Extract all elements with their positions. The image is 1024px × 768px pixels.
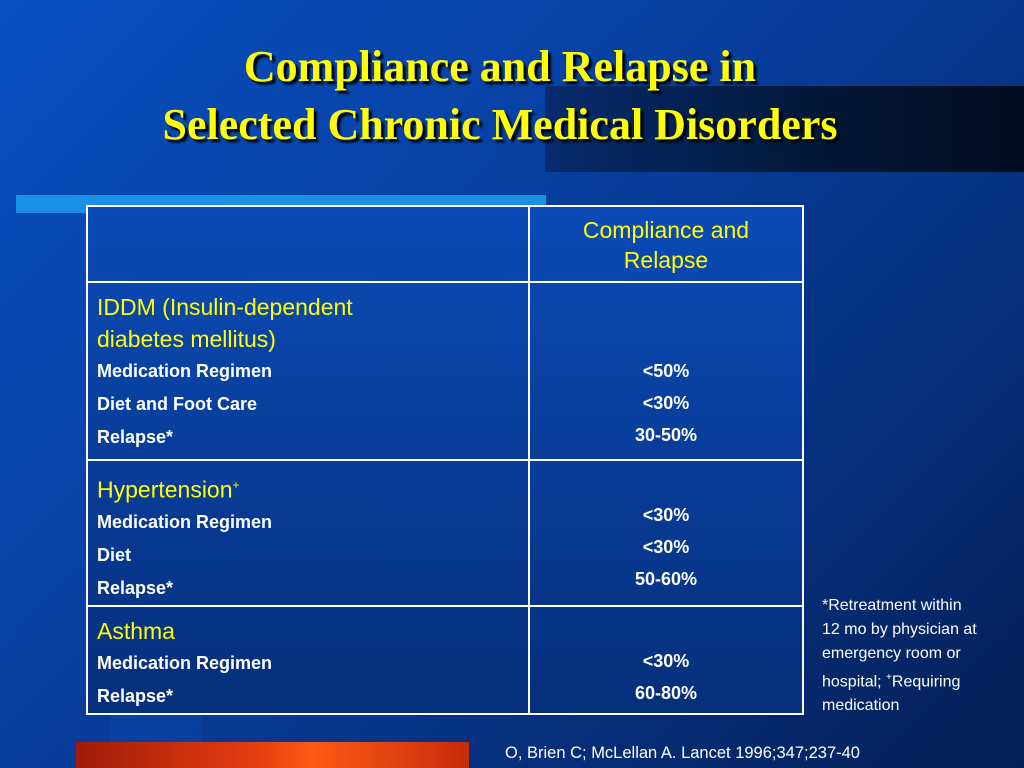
table-row-asthma: Asthma Medication Regimen Relapse* <30% …: [86, 604, 804, 715]
footnote-line-4-post: Requiring: [891, 673, 961, 691]
footnote-line-5: medication: [822, 697, 900, 715]
asthma-relapse-value: 60-80%: [634, 682, 698, 703]
iddm-medication-value: <50%: [642, 361, 690, 381]
hypertension-label-cell: Hypertension+ Medication Regimen Diet Re…: [86, 459, 530, 607]
hypertension-medication-label: Medication Regimen: [97, 511, 273, 532]
header-cell: Compliance and Relapse: [528, 205, 804, 283]
iddm-medication-label: Medication Regimen: [97, 361, 273, 381]
hypertension-medication-value: <30%: [642, 505, 690, 525]
hypertension-diet-value: <30%: [642, 537, 690, 557]
header-line-1: Compliance and: [582, 217, 750, 243]
footnote-line-4: hospital; +Requiring: [822, 666, 1022, 694]
hypertension-diet-label: Diet: [97, 544, 132, 565]
hypertension-title-sup: +: [232, 478, 240, 492]
header-line-2: Relapse: [623, 247, 709, 273]
hypertension-title: Hypertension+: [88, 461, 528, 506]
title-dark-bar: [545, 86, 1024, 172]
iddm-relapse-label: Relapse*: [97, 427, 174, 447]
title-line-2: Selected Chronic Medical Disorders: [162, 100, 838, 149]
iddm-diet-label: Diet and Foot Care: [97, 394, 258, 414]
iddm-title: IDDM (Insulin-dependent diabetes mellitu…: [88, 283, 528, 355]
footnote-line-2: 12 mo by physician at: [822, 621, 977, 638]
asthma-medication-value: <30%: [642, 650, 690, 671]
iddm-label-cell: IDDM (Insulin-dependent diabetes mellitu…: [86, 281, 530, 461]
footnote: *Retreatment within 12 mo by physician a…: [822, 594, 1022, 718]
slide-title: Compliance and Relapse in Selected Chron…: [0, 38, 1000, 154]
asthma-values-cell: <30% 60-80%: [528, 604, 804, 715]
header-compliance-relapse: Compliance and Relapse: [530, 207, 802, 275]
asthma-relapse-label: Relapse*: [97, 685, 174, 706]
asthma-title: Asthma: [97, 617, 175, 644]
compliance-table-container: Compliance and Relapse IDDM (Insulin-dep…: [86, 205, 804, 715]
iddm-title-line-1: IDDM (Insulin-dependent: [97, 294, 353, 320]
footnote-line-4-sup: +: [886, 672, 892, 683]
asthma-label-cell: Asthma Medication Regimen Relapse*: [86, 604, 530, 715]
table-row-hypertension: Hypertension+ Medication Regimen Diet Re…: [86, 459, 804, 607]
title-line-1: Compliance and Relapse in: [243, 42, 757, 91]
table-row-iddm: IDDM (Insulin-dependent diabetes mellitu…: [86, 281, 804, 461]
iddm-title-line-2: diabetes mellitus): [97, 326, 276, 352]
iddm-values-cell: <50% <30% 30-50%: [528, 281, 804, 461]
citation: O, Brien C; McLellan A. Lancet 1996;347;…: [505, 744, 860, 762]
compliance-table: Compliance and Relapse IDDM (Insulin-dep…: [86, 205, 804, 715]
hypertension-relapse-value: 50-60%: [634, 569, 698, 589]
footnote-line-4-pre: hospital;: [822, 673, 887, 691]
asthma-medication-label: Medication Regimen: [97, 652, 273, 673]
iddm-relapse-value: 30-50%: [634, 425, 698, 445]
hypertension-relapse-label: Relapse*: [97, 577, 174, 598]
table-header-row: Compliance and Relapse: [86, 205, 804, 283]
hypertension-values-cell: <30% <30% 50-60%: [528, 459, 804, 607]
iddm-diet-value: <30%: [642, 393, 690, 413]
header-empty-cell: [86, 205, 530, 283]
hypertension-title-text: Hypertension: [97, 476, 233, 503]
red-accent-bar: [76, 742, 469, 768]
footnote-line-1: *Retreatment within: [822, 597, 962, 614]
footnote-line-3: emergency room or: [822, 645, 961, 662]
